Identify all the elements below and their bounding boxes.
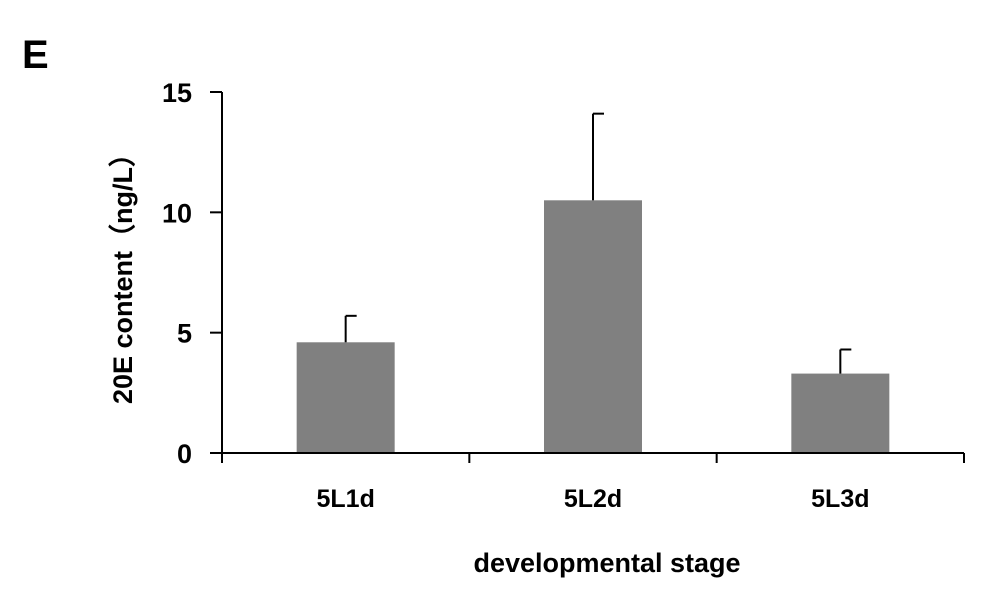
y-tick-label: 0 [177,439,192,469]
y-axis-label: 20E content（ng/L） [108,140,138,404]
x-axis-label: developmental stage [473,548,740,578]
x-tick-label: 5L1d [316,485,374,513]
bar-5L3d [791,373,890,453]
axes-group [210,91,965,463]
y-tick-label: 10 [162,198,192,228]
error-bars-group [344,112,852,374]
bar-5L1d [296,342,395,453]
y-tick-label: 5 [177,319,192,349]
ticks-group: 5L1d 5L2d 5L3d 0 5 10 15 [162,78,870,513]
x-tick-label: 5L3d [811,485,869,513]
bar-5L2d [544,200,642,453]
x-tick-label: 5L2d [564,485,622,513]
y-tick-label: 15 [162,78,192,108]
bars-group [296,200,890,453]
panel-label: E [22,33,49,77]
